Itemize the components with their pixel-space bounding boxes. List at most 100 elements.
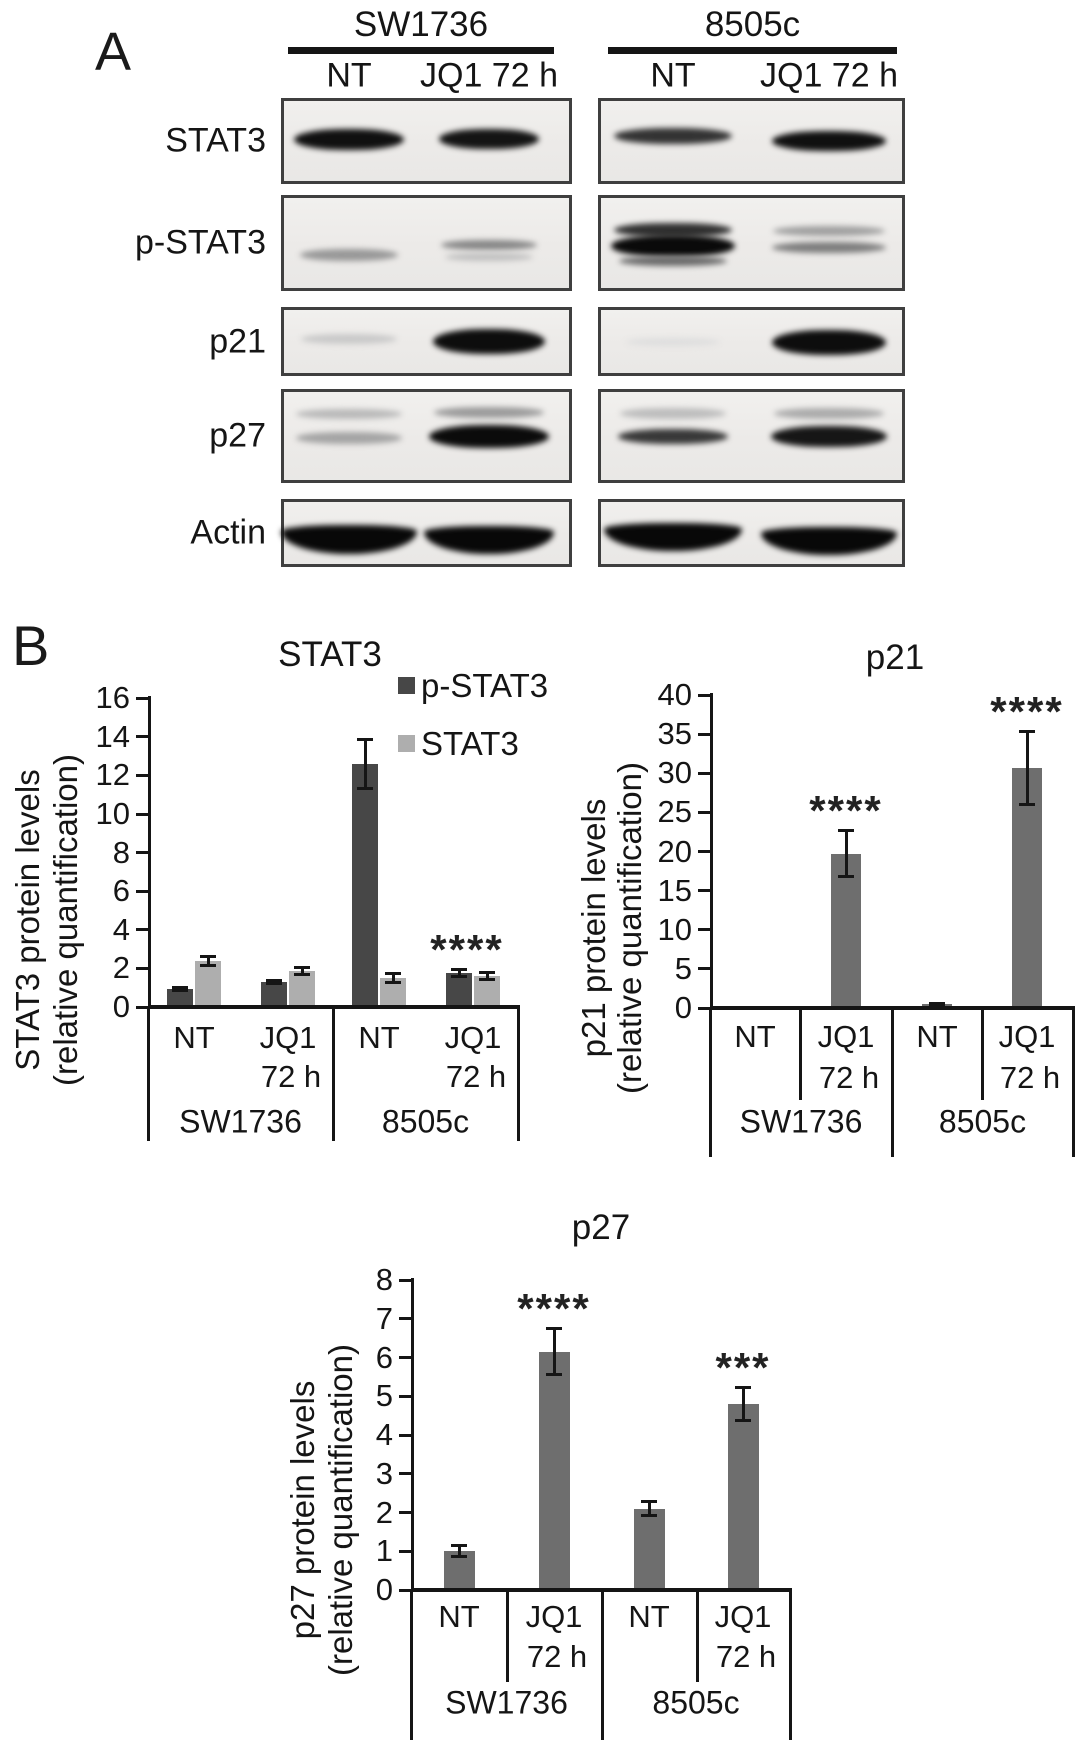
blot-row-label: p27: [209, 416, 266, 455]
table-line: [695, 1590, 699, 1682]
blot-band: [441, 239, 537, 250]
cell-line-label: 8505c: [938, 1103, 1027, 1140]
tick-label: 0: [112, 989, 130, 1024]
legend-label: STAT3: [421, 724, 519, 762]
error-bar-cap: [479, 977, 495, 981]
condition-label: NT: [916, 1019, 958, 1054]
lane-label: JQ1 72 h: [420, 56, 558, 95]
blot-band: [445, 253, 533, 262]
tick-label: 2: [375, 1494, 393, 1530]
header-underline: [288, 47, 554, 54]
tick-label: 5: [674, 950, 692, 986]
y-axis-tick: [698, 732, 710, 736]
y-axis-tick: [136, 928, 148, 932]
chart-title: p21: [865, 638, 925, 677]
y-axis-line: [411, 1278, 414, 1590]
cell-line-label: 8505c: [652, 1684, 740, 1721]
table-line: [409, 1590, 413, 1740]
error-bar-cap: [1019, 802, 1035, 806]
error-bar-cap: [385, 972, 401, 976]
table-line: [516, 1007, 520, 1141]
tick-label: 25: [657, 794, 692, 830]
cell-line-label: SW1736: [179, 1103, 302, 1140]
table-line: [505, 1590, 509, 1682]
blot-band: [772, 330, 886, 356]
blot-band: [619, 256, 727, 267]
y-axis-tick: [698, 1006, 710, 1010]
blot-band: [771, 425, 887, 447]
tick-label: 0: [375, 1572, 393, 1607]
condition-label: NT: [173, 1020, 215, 1055]
error-bar-cap: [172, 985, 188, 989]
tick-label: 10: [657, 911, 692, 947]
tick-label: 16: [95, 680, 130, 716]
bar: [352, 763, 378, 1007]
bar: [633, 1508, 665, 1590]
error-bar-cap: [479, 971, 495, 975]
table-line: [1071, 1008, 1075, 1157]
blot-row-label: Actin: [190, 513, 266, 552]
error-bar-cap: [641, 1514, 657, 1518]
tick-label: 5: [375, 1378, 393, 1414]
y-axis-tick: [136, 773, 148, 777]
y-axis-label: (relative quantification): [611, 762, 648, 1094]
legend-label: p-STAT3: [421, 666, 549, 704]
error-bar-cap: [838, 829, 854, 833]
bar: [289, 971, 315, 1007]
y-axis-tick: [399, 1433, 411, 1437]
significance-stars: ****: [809, 787, 883, 835]
tick-label: 3: [375, 1455, 393, 1491]
y-axis-tick: [136, 735, 148, 739]
y-axis-tick: [399, 1278, 411, 1282]
y-axis-tick: [136, 851, 148, 855]
error-bar: [300, 967, 304, 976]
tick-label: 20: [657, 833, 692, 869]
bar: [261, 981, 287, 1007]
error-bar-cap: [200, 963, 216, 967]
table-line: [708, 1008, 712, 1157]
error-bar-cap: [546, 1327, 562, 1331]
lane-label: NT: [326, 56, 372, 95]
blot-band: [294, 128, 404, 150]
error-bar-cap: [451, 968, 467, 972]
error-bar-cap: [451, 1555, 467, 1559]
legend-swatch: [398, 677, 415, 694]
blot-band: [611, 234, 735, 257]
blot-band: [301, 333, 397, 344]
bar: [167, 988, 193, 1007]
blot-band: [772, 131, 886, 151]
error-bar-cap: [546, 1372, 562, 1376]
error-bar: [457, 1545, 461, 1558]
error-bar: [363, 738, 367, 789]
tick-label: 12: [95, 757, 130, 793]
blot-band: [618, 428, 728, 444]
lane-label: NT: [650, 56, 696, 95]
tick-label: 40: [657, 677, 692, 712]
blot-band: [433, 329, 545, 354]
tick-label: 8: [112, 834, 130, 870]
blot-band: [620, 407, 726, 419]
y-axis-tick: [136, 1005, 148, 1009]
table-line: [798, 1008, 802, 1100]
blot-row-label: STAT3: [165, 121, 266, 160]
y-axis-line: [148, 696, 151, 1007]
significance-stars: ***: [715, 1343, 771, 1391]
table-line: [146, 1007, 150, 1141]
error-bar: [647, 1500, 651, 1517]
error-bar-cap: [357, 737, 373, 741]
error-bar: [391, 973, 395, 983]
y-axis-tick: [698, 771, 710, 775]
blot-band: [614, 127, 732, 144]
condition-label: 72 h: [999, 1060, 1061, 1095]
y-axis-tick: [136, 889, 148, 893]
tick-label: 1: [375, 1533, 393, 1569]
y-axis-tick: [399, 1394, 411, 1398]
y-axis-tick: [698, 693, 710, 697]
tick-label: 0: [674, 990, 692, 1025]
error-bar-cap: [451, 1544, 467, 1548]
tick-label: 6: [375, 1339, 393, 1375]
error-bar: [457, 969, 461, 978]
cell-line-label: SW1736: [739, 1103, 863, 1140]
error-bar-cap: [838, 875, 854, 879]
tick-label: 30: [657, 755, 692, 791]
